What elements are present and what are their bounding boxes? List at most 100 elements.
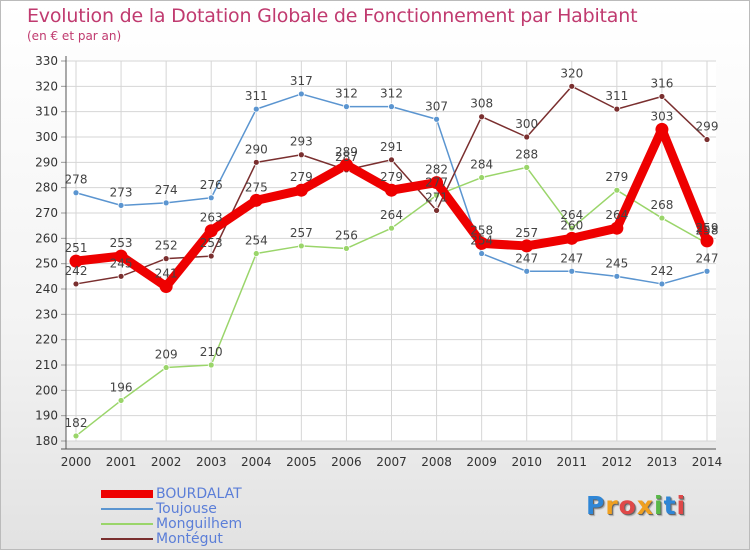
y-tick-label: 220 [35,333,58,347]
data-label: 275 [245,180,268,194]
data-point [523,163,531,171]
data-label: 241 [155,266,178,280]
data-label: 284 [470,158,493,172]
data-label: 293 [290,135,313,149]
data-point [613,186,621,194]
data-label: 299 [696,120,719,134]
data-point [385,183,398,197]
y-tick-label: 320 [35,79,58,93]
data-point [655,122,669,136]
y-tick-label: 270 [35,206,58,220]
data-label: 264 [380,208,403,222]
x-tick-label: 2013 [647,455,678,469]
x-tick-label: 2006 [331,455,362,469]
logo-letter: r [605,491,619,520]
data-label: 273 [110,185,133,199]
x-tick-label: 2010 [511,455,542,469]
data-label: 311 [245,89,268,103]
data-point [430,176,444,190]
data-point [658,280,666,288]
data-label: 290 [245,142,268,156]
data-point [478,250,486,257]
data-point [523,133,531,141]
data-label: 279 [290,170,313,184]
logo-letter: P [586,491,606,520]
data-point [207,252,215,260]
data-label: 317 [290,74,313,88]
data-label: 247 [696,251,719,265]
data-label: 247 [515,251,538,265]
x-tick-label: 2003 [196,455,227,469]
x-tick-label: 2012 [602,455,633,469]
data-point [297,90,305,98]
data-point [388,156,395,164]
data-label: 279 [380,170,403,184]
legend-swatch [101,538,153,540]
data-label: 251 [65,241,88,255]
legend-swatch [101,523,153,525]
data-point [478,113,486,121]
data-label: 245 [605,256,628,270]
y-tick-label: 240 [35,282,58,296]
data-label: 312 [380,87,403,101]
data-label: 259 [696,221,719,235]
y-tick-label: 190 [35,409,58,423]
data-label: 263 [200,211,223,225]
x-tick-label: 2008 [421,455,452,469]
data-label: 254 [470,234,493,248]
legend-swatch [101,490,153,498]
data-point [339,158,353,172]
legend-item-montegut: Montégut [101,531,223,547]
data-label: 282 [425,163,448,177]
data-point [703,267,711,275]
data-label: 260 [560,218,583,232]
data-label: 264 [605,208,628,222]
x-tick-label: 2014 [692,455,723,469]
data-label: 209 [155,348,178,362]
data-label: 278 [65,173,88,187]
data-point [613,105,621,113]
data-point [114,249,128,263]
data-point [343,103,350,110]
x-tick-label: 2011 [557,455,588,469]
data-point [433,191,440,199]
logo-letter: o [618,491,637,520]
data-label: 303 [650,109,673,123]
data-point [388,224,395,232]
y-tick-label: 280 [35,181,58,195]
data-point [204,224,218,238]
data-label: 253 [110,236,133,250]
data-point [568,267,576,275]
data-point [343,245,350,252]
data-label: 268 [650,198,673,212]
legend-label: BOURDALAT [156,486,242,502]
data-point [658,214,666,222]
data-label: 256 [335,228,358,242]
data-point [252,250,260,257]
data-point [658,93,666,100]
data-label: 308 [470,97,493,111]
data-point [69,254,83,268]
data-label: 312 [335,87,358,101]
legend-swatch [101,508,153,510]
data-label: 271 [425,190,448,204]
data-label: 287 [335,150,358,164]
data-point [433,207,440,214]
data-label: 252 [155,239,178,253]
data-point [297,242,305,250]
data-label: 196 [110,380,133,394]
data-point [117,272,125,280]
data-point [159,279,173,293]
data-label: 182 [65,416,88,430]
data-label: 316 [650,76,673,90]
data-point [207,361,215,369]
data-label: 242 [650,264,673,278]
data-label: 253 [200,236,223,250]
y-tick-label: 230 [35,307,58,321]
data-point [475,236,489,250]
y-tick-label: 310 [35,105,58,119]
y-tick-label: 200 [35,383,58,397]
logo-letter: t [663,491,677,520]
